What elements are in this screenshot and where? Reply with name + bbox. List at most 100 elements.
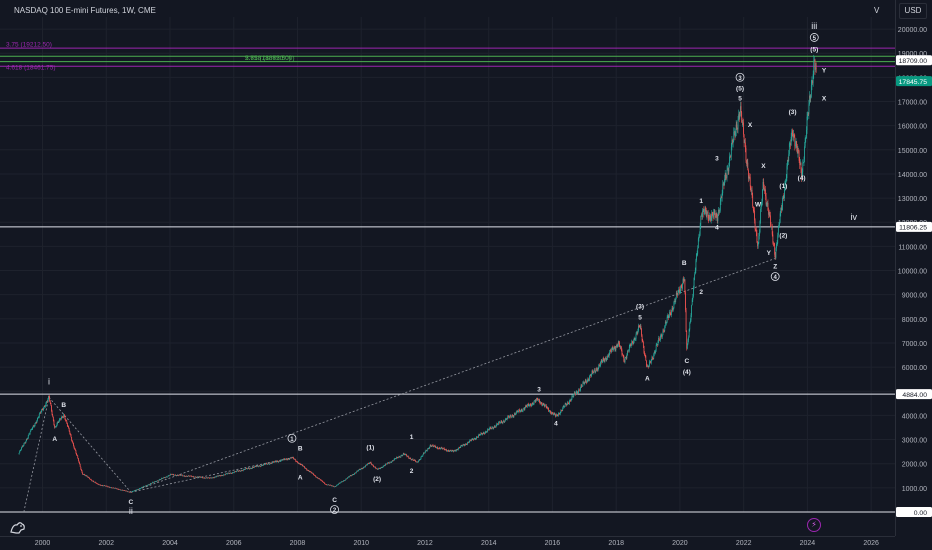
candle-body: [637, 330, 639, 334]
candle-body: [163, 477, 165, 478]
wave-labels: iBACii1BAC2(1)(2)1234(3)5AC(4)B12343(5)5…: [48, 21, 858, 516]
candle-body: [93, 481, 95, 483]
candle-body: [230, 472, 232, 474]
candle-body: [274, 461, 275, 463]
candle-body: [400, 455, 402, 458]
candle-body: [766, 203, 768, 205]
candle-body: [435, 447, 437, 448]
trend-lines: [23, 258, 776, 513]
wave-label-circle: [809, 33, 819, 42]
candle-body: [272, 461, 274, 463]
candle-body: [538, 399, 540, 401]
wave-label: 4: [554, 421, 558, 428]
wave-label: 1: [410, 434, 414, 441]
candle-body: [458, 447, 460, 449]
chart-grid: [0, 17, 895, 512]
candle-body: [85, 475, 87, 477]
y-tick-label: 16000.00: [898, 124, 927, 131]
candle-body: [667, 315, 669, 318]
candle-body: [70, 434, 72, 438]
candle-body: [205, 477, 207, 479]
wave-label: 2: [699, 289, 703, 296]
candle-body: [666, 321, 667, 324]
candle-body: [126, 491, 128, 492]
candle-body: [680, 286, 682, 292]
candle-body: [443, 448, 445, 449]
candle-body: [590, 375, 592, 377]
candle-body: [523, 408, 525, 410]
wave-label: 1: [290, 437, 294, 443]
candle-body: [360, 468, 362, 470]
candle-body: [498, 422, 499, 425]
candle-body: [815, 67, 816, 70]
candle-body: [234, 471, 236, 473]
candle-body: [747, 162, 749, 171]
candle-body: [456, 449, 458, 450]
candle-body: [186, 475, 187, 477]
currency-button[interactable]: USD: [899, 3, 927, 19]
candle-body: [180, 475, 182, 476]
candle-body: [660, 334, 662, 336]
candle-body: [286, 459, 288, 461]
candle-body: [53, 420, 55, 426]
candle-body: [677, 290, 679, 296]
x-tick-label: 2020: [672, 540, 688, 547]
candle-body: [767, 202, 769, 211]
candle-body: [460, 445, 462, 446]
candle-body: [255, 465, 256, 467]
candle-body: [382, 467, 383, 468]
candle-body: [526, 406, 528, 407]
wave-label-circle: [735, 72, 745, 82]
candle-body: [229, 473, 231, 474]
candle-body: [789, 143, 791, 145]
candle-body: [707, 211, 709, 219]
wave-label: X: [748, 122, 753, 129]
candle-body: [799, 162, 801, 165]
candle-body: [210, 477, 212, 479]
candle-body: [348, 476, 350, 478]
y-tick-label: 10000.00: [898, 269, 927, 276]
candle-body: [533, 404, 534, 405]
candle-body: [653, 351, 655, 355]
candle-body: [57, 421, 58, 424]
candle-body: [206, 477, 208, 479]
candle-body: [403, 453, 405, 454]
candle-body: [583, 382, 584, 383]
candle-body: [168, 475, 170, 477]
candle-body: [426, 450, 428, 451]
lightning-icon[interactable]: ⚡: [807, 518, 821, 532]
wave-label: ii: [129, 506, 133, 516]
candle-body: [380, 467, 382, 469]
candle-body: [711, 212, 713, 218]
wave-label: 2: [410, 468, 414, 475]
wave-label: Y: [767, 250, 772, 257]
x-tick-label: 2022: [736, 540, 752, 547]
interval-menu[interactable]: V: [874, 6, 880, 15]
candle-body: [744, 142, 746, 149]
candle-body: [724, 178, 725, 186]
candle-body: [121, 489, 123, 491]
candle-body: [139, 488, 140, 490]
candle-body: [598, 365, 600, 367]
candle-body: [264, 463, 266, 465]
candle-body: [735, 124, 737, 132]
candle-body: [120, 489, 121, 491]
candle-body: [595, 371, 597, 373]
candle-body: [137, 489, 139, 490]
wave-label: (4): [798, 175, 806, 182]
candle-body: [606, 359, 608, 361]
candle-body: [480, 433, 482, 435]
wave-label: 5: [738, 95, 742, 102]
candle-body: [757, 243, 759, 247]
candle-body: [125, 490, 127, 492]
candle-body: [647, 366, 649, 367]
candle-body: [37, 417, 38, 421]
candle-body: [787, 159, 788, 167]
candle-body: [118, 489, 120, 491]
candle-body: [450, 450, 452, 452]
candle-body: [304, 467, 306, 469]
candle-body: [119, 489, 121, 491]
candle-body: [92, 480, 94, 482]
y-tick-label: 20000.00: [898, 27, 927, 34]
